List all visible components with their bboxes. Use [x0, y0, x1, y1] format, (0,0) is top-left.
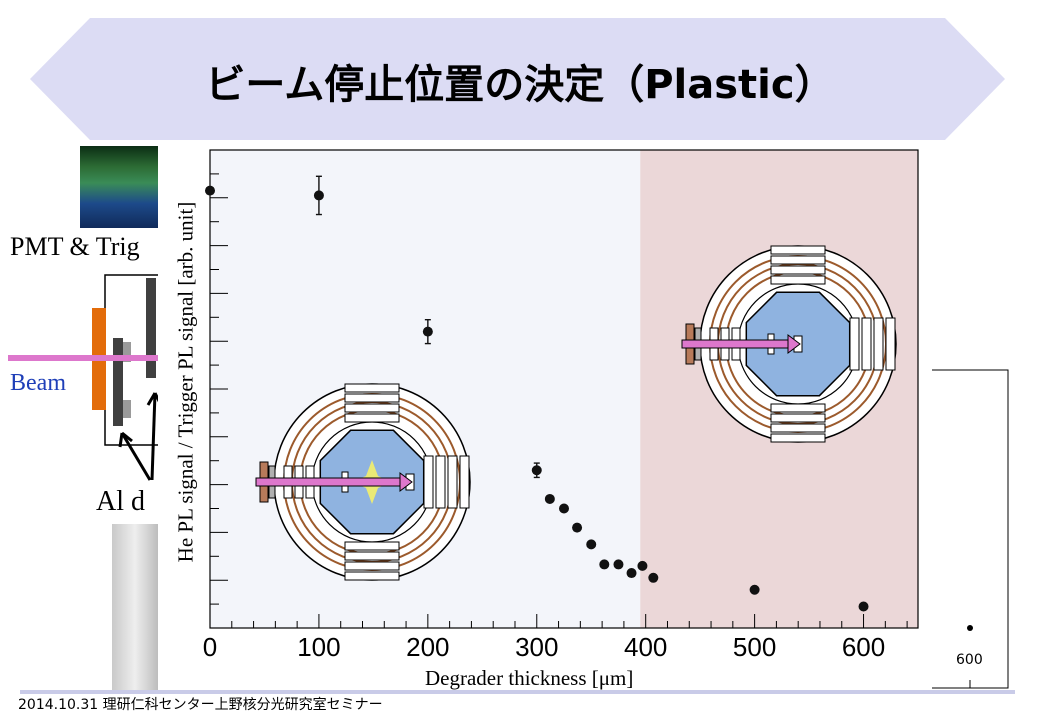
al-degrader-label: Al d	[96, 486, 145, 517]
chamber-photo	[112, 524, 158, 690]
data-point	[749, 584, 760, 595]
data-point	[205, 185, 215, 196]
detector-schematic-passing	[681, 245, 897, 443]
plot-panel: 0 100 200 300 400 500 600	[158, 144, 930, 690]
x-tick-label: 300	[515, 632, 558, 662]
data-point	[572, 522, 583, 533]
footer-rule	[20, 690, 1015, 694]
data-point	[599, 559, 610, 570]
x-tick-label: 500	[733, 632, 776, 662]
data-point	[858, 601, 869, 612]
data-point	[586, 539, 597, 550]
x-tick-label: 600	[842, 632, 885, 662]
data-point	[313, 190, 324, 201]
y-axis-label: He PL signal / Trigger PL signal [arb. u…	[173, 201, 198, 563]
data-point	[422, 326, 433, 337]
data-point	[626, 568, 637, 579]
data-point	[559, 503, 569, 514]
data-point	[531, 465, 542, 476]
al-degrader-pointer-arrows	[118, 392, 163, 481]
footer-text: 2014.10.31 理研仁科センター上野核分光研究室セミナー	[18, 697, 383, 713]
pmt-trigger-label: PMT & Trig	[10, 232, 140, 261]
x-tick-label: 400	[624, 632, 667, 662]
x-tick-label: 200	[406, 632, 449, 662]
secondary-axis-fragment	[932, 369, 1009, 689]
x-tick-label: 100	[297, 632, 340, 662]
data-point	[544, 493, 555, 504]
data-point	[613, 559, 624, 570]
detector-schematic-stopping	[255, 383, 471, 581]
x-axis-label: Degrader thickness [μm]	[425, 666, 634, 690]
x-tick-label: 0	[203, 632, 217, 662]
scatter-plot: 0 100 200 300 400 500 600	[203, 149, 919, 662]
beam-label: Beam	[10, 370, 66, 396]
pmt-photo	[80, 146, 160, 228]
data-point	[637, 560, 648, 571]
secondary-axis-tick-label: 600	[956, 652, 983, 668]
data-point	[648, 572, 659, 583]
title-banner	[30, 18, 1005, 140]
slide-title: ビーム停止位置の決定（Plastic）	[205, 62, 835, 108]
